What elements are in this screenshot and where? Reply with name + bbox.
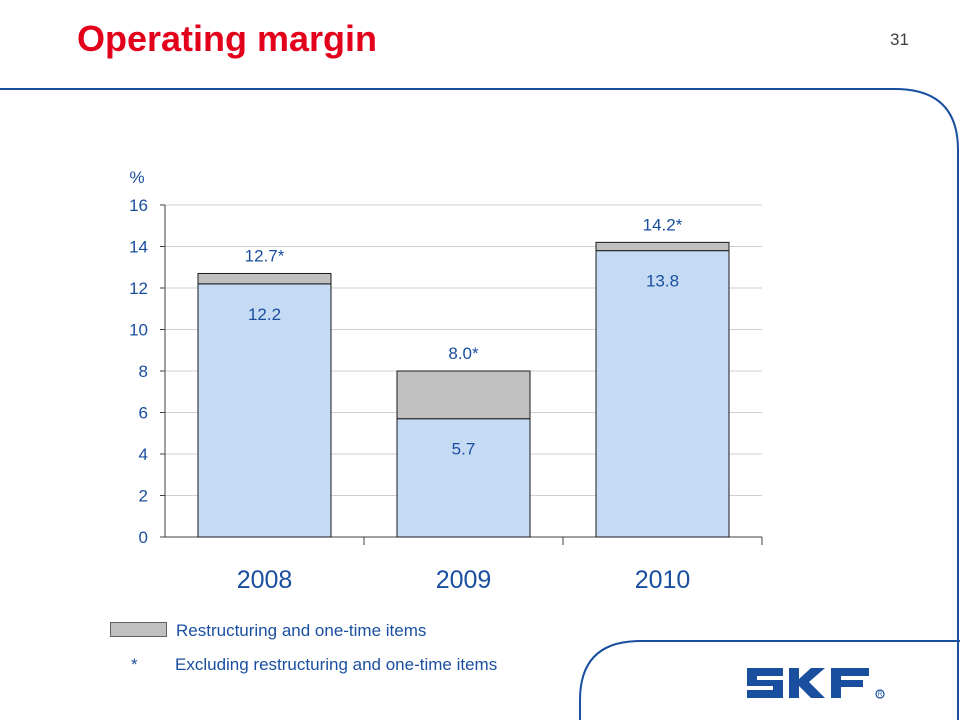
- x-category-label: 2009: [436, 566, 492, 594]
- y-tick-label: 14: [129, 238, 148, 257]
- bar-total-label: 8.0*: [448, 344, 479, 363]
- page-number: 31: [890, 30, 909, 49]
- svg-text:R: R: [878, 692, 883, 698]
- y-tick-label: 2: [139, 487, 148, 506]
- y-tick-label: 4: [139, 445, 148, 464]
- bar-total-label: 12.7*: [245, 246, 285, 265]
- x-category-label: 2008: [237, 566, 293, 594]
- y-tick-label: 16: [129, 196, 148, 215]
- legend-label-restructuring: Restructuring and one-time items: [176, 621, 427, 640]
- x-category-label: 2010: [635, 566, 691, 594]
- bar-total-label: 14.2*: [643, 215, 683, 234]
- y-tick-label: 8: [139, 362, 148, 381]
- skf-logo-icon: R: [747, 668, 885, 699]
- bar-restructuring: [595, 241, 730, 252]
- bar-value-label: 12.2: [248, 305, 281, 324]
- y-tick-label: 10: [129, 321, 148, 340]
- footnote-mark: *: [131, 655, 138, 674]
- slide-title: Operating margin: [77, 18, 378, 59]
- legend-swatch-restructuring: [110, 622, 167, 637]
- y-tick-label: 0: [139, 528, 148, 547]
- y-tick-label: 6: [139, 404, 148, 423]
- bar-value-label: 5.7: [452, 440, 476, 459]
- y-tick-label: 12: [129, 279, 148, 298]
- bar-base: [595, 250, 730, 538]
- bar-value-label: 13.8: [646, 272, 679, 291]
- bar-restructuring: [396, 370, 531, 420]
- bar-base: [396, 418, 531, 538]
- footnote-text: Excluding restructuring and one-time ite…: [175, 655, 498, 674]
- bar-restructuring: [197, 272, 332, 285]
- y-axis-unit-label: %: [129, 168, 144, 187]
